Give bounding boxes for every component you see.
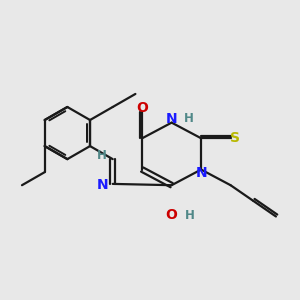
- Text: N: N: [195, 167, 207, 181]
- Text: H: H: [185, 209, 195, 222]
- Text: H: H: [97, 149, 107, 163]
- Text: N: N: [97, 178, 108, 192]
- Text: S: S: [230, 131, 240, 145]
- Text: O: O: [166, 208, 178, 222]
- Text: O: O: [136, 101, 148, 115]
- Text: N: N: [166, 112, 178, 126]
- Text: H: H: [184, 112, 194, 125]
